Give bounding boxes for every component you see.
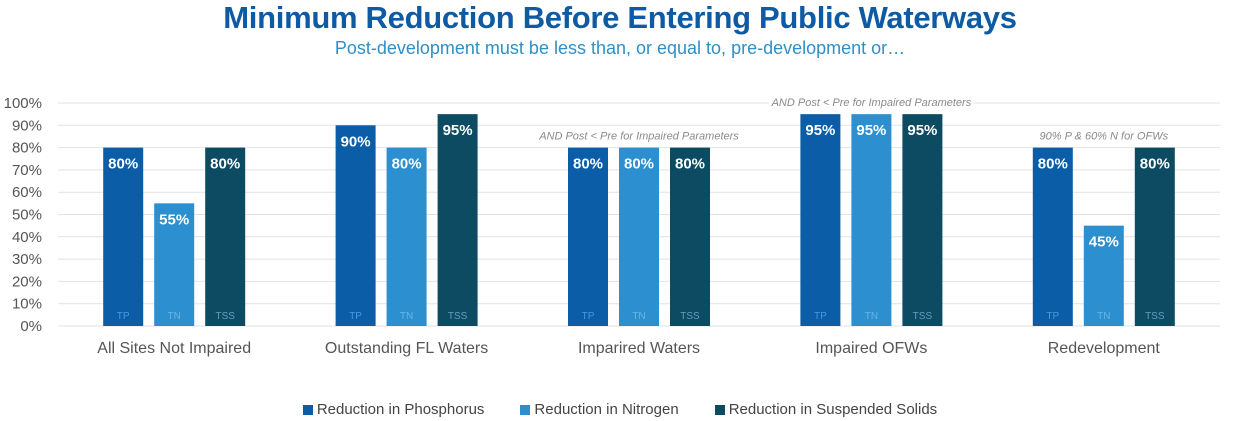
y-tick-label: 70%: [12, 162, 42, 179]
bar-tn: [851, 114, 892, 327]
bar-tss: [1134, 147, 1175, 326]
legend-label-nitrogen: Reduction in Nitrogen: [534, 401, 679, 418]
legend: Reduction in Phosphorus Reduction in Nit…: [0, 401, 1240, 418]
bar-tss: [902, 114, 943, 327]
bar-tp: [1032, 147, 1073, 326]
legend-swatch-phosphorus: [302, 404, 313, 415]
bar-series-label: TP: [582, 311, 595, 322]
legend-item-nitrogen: Reduction in Nitrogen: [520, 401, 679, 418]
data-label: 80%: [108, 156, 138, 173]
bar-series-label: TSS: [913, 311, 933, 322]
legend-item-phosphorus: Reduction in Phosphorus: [302, 401, 485, 418]
bar-series-label: TN: [865, 311, 878, 322]
y-tick-label: 10%: [12, 296, 42, 313]
x-category-label: All Sites Not Impaired: [97, 340, 251, 357]
data-label: 95%: [856, 122, 886, 139]
annotation-background: [536, 129, 742, 143]
y-tick-label: 30%: [12, 251, 42, 268]
data-label: 95%: [907, 122, 937, 139]
annotation: AND Post < Pre for Impaired Parameters: [771, 97, 972, 109]
bar-series-label: TP: [117, 311, 130, 322]
bar-tn: [386, 147, 427, 326]
legend-swatch-suspended-solids: [714, 404, 725, 415]
data-label: 80%: [1140, 156, 1170, 173]
y-tick-label: 40%: [12, 229, 42, 246]
annotation-background: [1037, 129, 1171, 143]
bar-series-label: TSS: [448, 311, 468, 322]
bar-series-label: TN: [1097, 311, 1110, 322]
bar-series-label: TP: [814, 311, 827, 322]
bar-tp: [103, 147, 144, 326]
y-tick-label: 60%: [12, 184, 42, 201]
bar-tn: [1083, 225, 1124, 326]
data-label: 80%: [573, 156, 603, 173]
legend-swatch-nitrogen: [520, 404, 531, 415]
annotation: 90% P & 60% N for OFWs: [1040, 131, 1169, 143]
bar-tp: [335, 125, 376, 326]
bar-series-label: TP: [1046, 311, 1059, 322]
bar-series-label: TSS: [215, 311, 235, 322]
y-tick-label: 50%: [12, 207, 42, 224]
legend-item-suspended-solids: Reduction in Suspended Solids: [714, 401, 938, 418]
chart-subtitle: Post-development must be less than, or e…: [334, 38, 906, 58]
data-label: 95%: [805, 122, 835, 139]
bar-series-label: TSS: [680, 311, 700, 322]
data-label: 55%: [159, 211, 189, 228]
bar-tn: [154, 203, 195, 326]
data-label: 90%: [341, 133, 371, 150]
y-tick-label: 100%: [4, 95, 42, 112]
data-label: 95%: [443, 122, 473, 139]
bar-series-label: TN: [632, 311, 645, 322]
bar-tp: [800, 114, 841, 327]
x-category-label: Impaired OFWs: [815, 340, 927, 357]
y-tick-label: 20%: [12, 273, 42, 290]
y-tick-label: 0%: [20, 318, 42, 335]
data-label: 45%: [1089, 234, 1119, 251]
bar-tss: [205, 147, 246, 326]
y-tick-label: 80%: [12, 140, 42, 157]
y-tick-label: 90%: [12, 117, 42, 134]
chart-title: Minimum Reduction Before Entering Public…: [223, 0, 1017, 35]
bar-series-label: TSS: [1145, 311, 1165, 322]
annotation-background: [768, 96, 974, 110]
x-category-label: Outstanding FL Waters: [325, 340, 488, 357]
data-label: 80%: [392, 156, 422, 173]
bar-series-label: TP: [349, 311, 362, 322]
data-label: 80%: [210, 156, 240, 173]
bar-tn: [619, 147, 659, 326]
bar-series-label: TN: [168, 311, 181, 322]
bar-tss: [437, 114, 478, 327]
bar-tss: [670, 147, 710, 326]
legend-label-suspended-solids: Reduction in Suspended Solids: [728, 401, 938, 418]
data-label: 80%: [624, 156, 654, 173]
data-label: 80%: [1038, 156, 1068, 173]
data-label: 80%: [675, 156, 705, 173]
x-category-label: Redevelopment: [1048, 340, 1161, 357]
legend-label-phosphorus: Reduction in Phosphorus: [316, 401, 485, 418]
bar-tp: [568, 147, 608, 326]
annotation: AND Post < Pre for Impaired Parameters: [538, 131, 739, 143]
x-category-label: Imparired Waters: [578, 340, 700, 357]
bar-series-label: TN: [400, 311, 413, 322]
